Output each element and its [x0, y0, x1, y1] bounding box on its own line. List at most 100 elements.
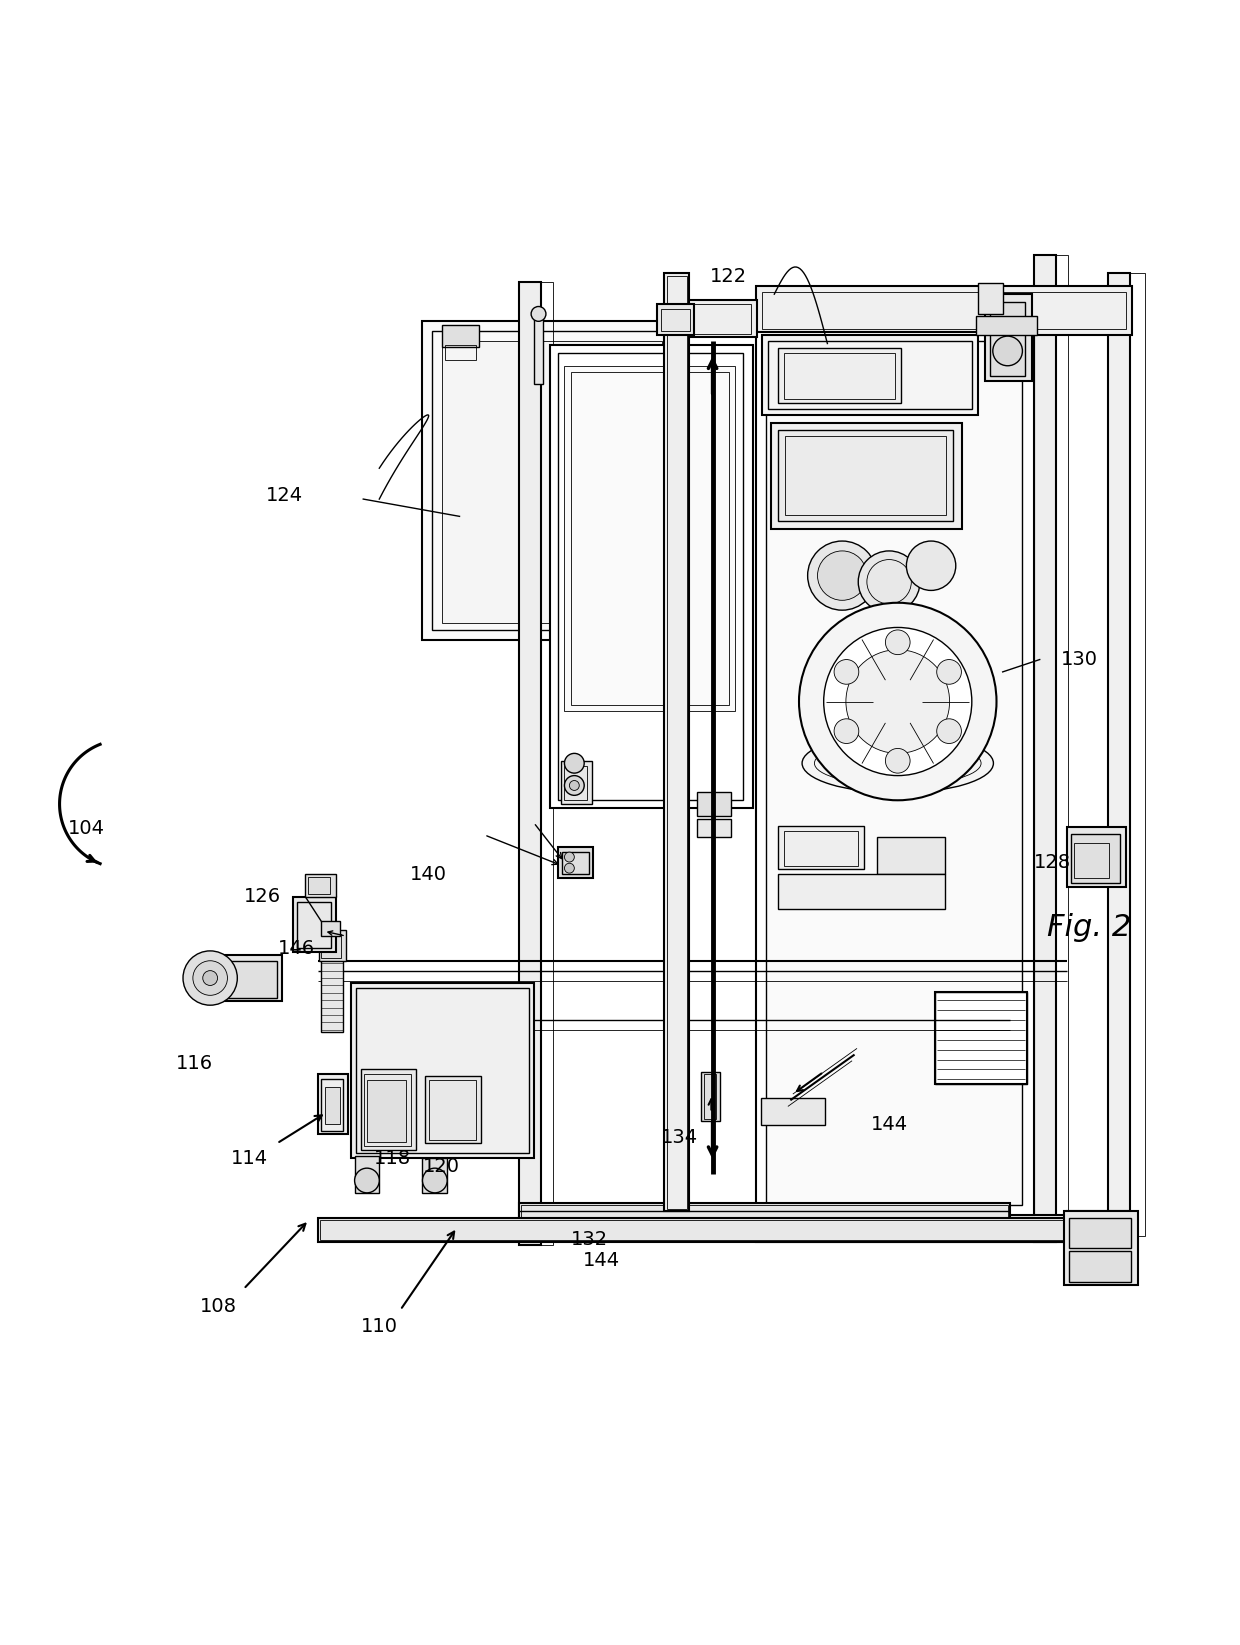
Circle shape	[846, 650, 950, 753]
Circle shape	[531, 306, 546, 321]
Bar	[784, 831, 858, 865]
Bar	[680, 304, 751, 334]
Text: 144: 144	[583, 1252, 620, 1270]
Bar	[564, 365, 735, 711]
Bar	[429, 1081, 476, 1140]
Bar	[570, 372, 729, 706]
Circle shape	[858, 551, 920, 612]
Bar	[665, 273, 689, 1211]
Bar	[756, 1216, 1132, 1242]
Circle shape	[817, 551, 867, 600]
Bar	[1055, 255, 1068, 1242]
Bar	[562, 852, 589, 875]
Bar	[518, 1202, 1011, 1227]
Text: 116: 116	[176, 1054, 213, 1073]
Text: 120: 120	[423, 1158, 460, 1176]
Bar	[935, 992, 1028, 1084]
Circle shape	[203, 971, 217, 985]
Bar	[761, 336, 978, 415]
Bar	[319, 929, 346, 961]
Bar	[355, 1156, 379, 1193]
Bar	[423, 321, 682, 640]
Bar	[356, 989, 528, 1153]
Bar	[1066, 827, 1126, 887]
Bar	[521, 1206, 1008, 1226]
Bar	[215, 961, 277, 999]
Bar	[935, 992, 1028, 1084]
Bar	[423, 1158, 448, 1193]
Bar	[785, 436, 946, 515]
Bar	[657, 304, 694, 336]
Bar	[210, 954, 281, 1002]
Circle shape	[885, 630, 910, 655]
Bar	[321, 1079, 343, 1132]
Bar	[445, 345, 476, 360]
Bar	[760, 1097, 825, 1125]
Bar	[761, 291, 1126, 329]
Bar	[991, 301, 1025, 375]
Bar	[702, 1073, 720, 1122]
Circle shape	[564, 775, 584, 795]
Bar	[673, 301, 758, 337]
Bar	[1069, 1250, 1131, 1281]
Bar	[558, 847, 593, 878]
Bar	[1074, 844, 1109, 878]
Text: 144: 144	[870, 1115, 908, 1135]
Circle shape	[184, 951, 237, 1005]
Text: 130: 130	[1060, 650, 1097, 670]
Circle shape	[799, 602, 997, 799]
Bar	[756, 286, 1132, 336]
Circle shape	[936, 660, 961, 684]
Circle shape	[564, 852, 574, 862]
Bar	[976, 316, 1037, 336]
Text: 140: 140	[410, 865, 448, 883]
Bar	[321, 921, 340, 936]
Bar	[765, 341, 1023, 1206]
Text: 124: 124	[265, 485, 303, 505]
Bar	[1066, 1211, 1128, 1260]
Bar	[361, 1069, 417, 1150]
Bar	[1074, 1229, 1111, 1253]
Bar	[365, 1074, 412, 1147]
Bar	[321, 952, 343, 1033]
Circle shape	[564, 753, 584, 773]
Bar	[777, 875, 945, 910]
Bar	[768, 341, 972, 410]
Text: 126: 126	[243, 887, 280, 906]
Text: 128: 128	[1033, 852, 1070, 872]
Bar	[777, 429, 954, 521]
Bar	[697, 791, 732, 816]
Text: 134: 134	[661, 1128, 698, 1147]
Circle shape	[564, 864, 574, 873]
Bar	[443, 341, 662, 622]
Bar	[443, 326, 480, 347]
Bar	[367, 1081, 407, 1142]
Text: 146: 146	[278, 939, 315, 957]
Text: 104: 104	[68, 819, 105, 839]
Text: 122: 122	[711, 268, 748, 286]
Text: 132: 132	[570, 1230, 608, 1249]
Text: Fig. 2: Fig. 2	[1047, 913, 1131, 943]
Circle shape	[936, 719, 961, 744]
Bar	[777, 826, 864, 870]
Bar	[325, 1087, 340, 1124]
Bar	[877, 837, 945, 875]
Bar	[305, 875, 336, 897]
Ellipse shape	[802, 734, 993, 793]
Bar	[549, 345, 754, 808]
Bar	[661, 309, 691, 331]
Bar	[777, 349, 901, 403]
Bar	[1070, 834, 1120, 883]
Circle shape	[835, 660, 859, 684]
Bar	[541, 281, 553, 1245]
Bar	[1107, 273, 1130, 1235]
Bar	[770, 423, 962, 528]
Bar	[296, 901, 331, 949]
Bar	[317, 1217, 1066, 1242]
Bar	[293, 897, 336, 952]
Circle shape	[823, 627, 972, 775]
Circle shape	[569, 780, 579, 790]
Bar	[518, 281, 541, 1245]
Bar	[978, 283, 1003, 314]
Circle shape	[906, 541, 956, 591]
